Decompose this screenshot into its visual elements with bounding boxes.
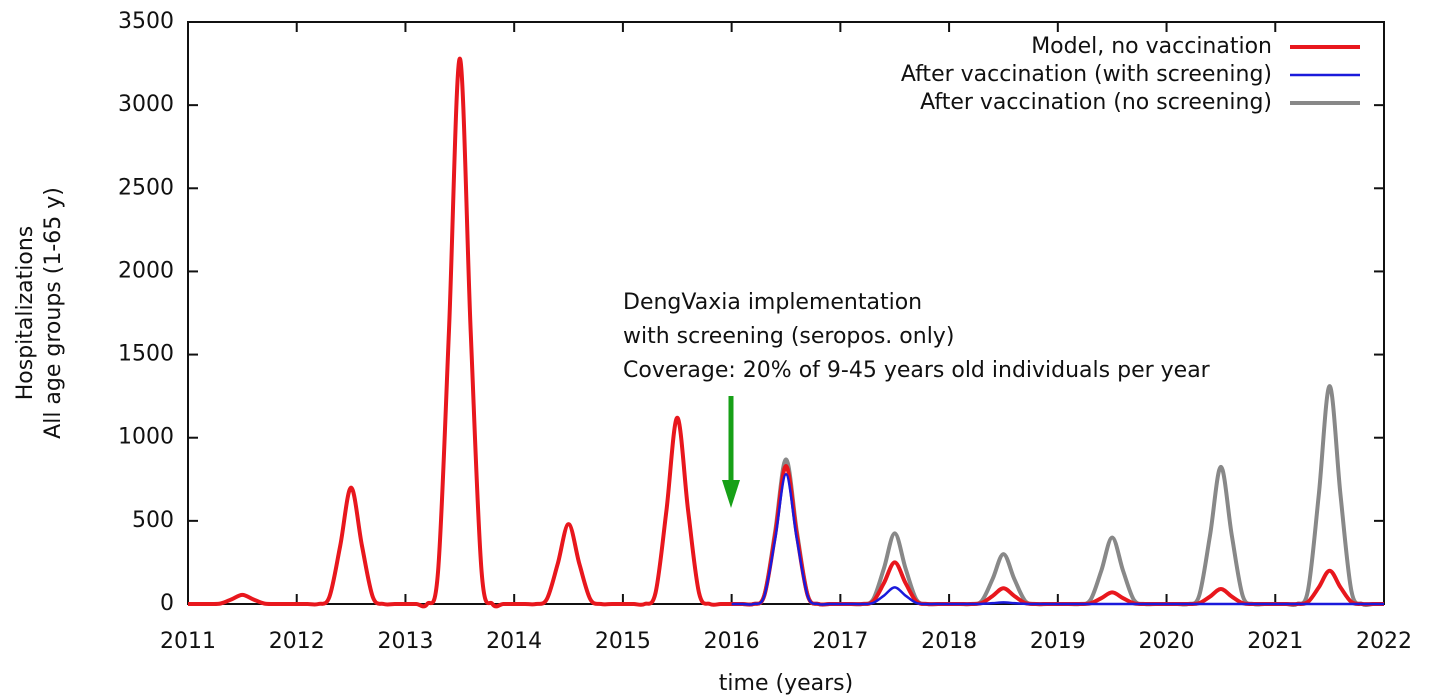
x-tick-label: 2012	[269, 629, 325, 654]
y-tick-label: 1000	[118, 425, 174, 450]
y-tick-label: 3500	[118, 9, 174, 34]
annotation: Coverage: 20% of 9-45 years old individu…	[623, 358, 1211, 383]
x-tick-label: 2021	[1247, 629, 1303, 654]
x-tick-label: 2020	[1139, 629, 1195, 654]
y-axis-label: Hospitalizations	[13, 226, 38, 401]
legend-label: Model, no vaccination	[1031, 34, 1272, 59]
y-tick-label: 2500	[118, 175, 174, 200]
annotation: DengVaxia implementation	[623, 290, 922, 315]
y-tick-label: 1500	[118, 342, 174, 367]
x-tick-label: 2017	[812, 629, 868, 654]
x-tick-label: 2018	[921, 629, 977, 654]
y-tick-label: 500	[132, 508, 174, 533]
plot-frame	[187, 21, 1385, 605]
x-tick-label: 2016	[704, 629, 760, 654]
x-tick-label: 2013	[377, 629, 433, 654]
y-tick-label: 2000	[118, 258, 174, 283]
x-axis-label: time (years)	[719, 671, 853, 696]
y-tick-label: 0	[160, 591, 174, 616]
series-line	[731, 473, 1384, 606]
y-tick-label: 3000	[118, 92, 174, 117]
x-tick-label: 2014	[486, 629, 542, 654]
legend-label: After vaccination (with screening)	[901, 62, 1272, 87]
y-axis-label: All age groups (1-65 y)	[41, 187, 66, 439]
x-tick-label: 2019	[1030, 629, 1086, 654]
x-tick-label: 2011	[160, 629, 216, 654]
series-line	[731, 384, 1384, 607]
x-tick-label: 2022	[1356, 629, 1412, 654]
annotation: with screening (seropos. only)	[623, 324, 954, 349]
annotation-arrowhead	[722, 480, 740, 508]
x-tick-label: 2015	[595, 629, 651, 654]
legend-label: After vaccination (no screening)	[920, 90, 1272, 115]
